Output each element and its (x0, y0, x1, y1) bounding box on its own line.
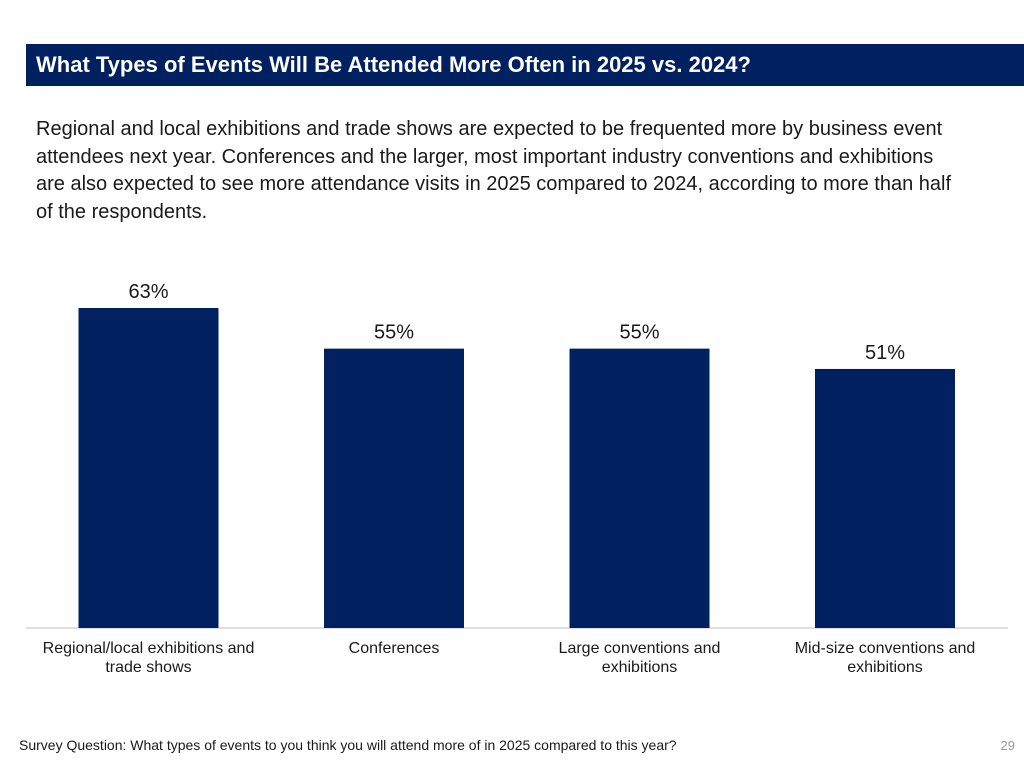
summary-text: Regional and local exhibitions and trade… (36, 118, 951, 223)
data-label: 55% (374, 322, 414, 344)
bar (78, 308, 219, 628)
bar (815, 368, 955, 628)
data-label: 63% (128, 281, 168, 303)
data-label: 55% (619, 322, 659, 344)
survey-question: Survey Question: What types of events to… (19, 737, 677, 753)
bar-chart: 63% 55% 55% 51% Regional/local exhibitions … (26, 260, 1008, 700)
category-label: Large conventions and exhibitions (558, 640, 721, 676)
category-label: Mid-size conventions and exhibitions (794, 640, 976, 676)
category-label: Regional/local exhibitions and trade sho… (42, 640, 255, 676)
data-label: 51% (865, 342, 905, 364)
page-number: 29 (1000, 738, 1015, 753)
category-label: Conferences (348, 640, 440, 657)
title-bar: What Types of Events Will Be Attended Mo… (26, 44, 1024, 86)
bar (324, 348, 464, 628)
chart-svg: 63% 55% 55% 51% (26, 281, 1008, 629)
bar (569, 348, 710, 628)
page-title: What Types of Events Will Be Attended Mo… (36, 52, 751, 77)
